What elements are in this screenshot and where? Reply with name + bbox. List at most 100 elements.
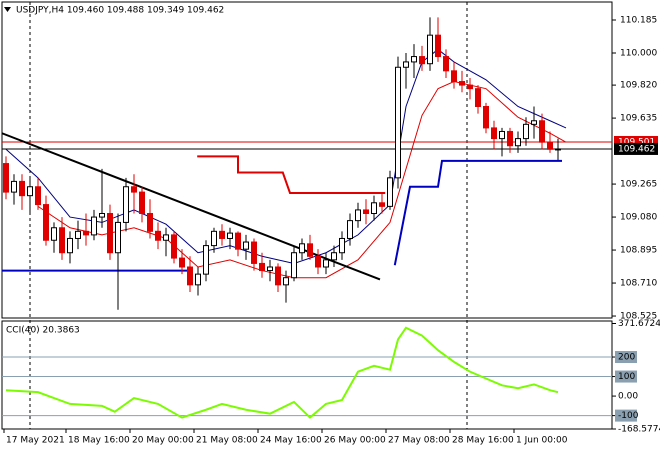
x-tick-label: 20 May 00:00 [132, 436, 194, 446]
candle-body [107, 212, 113, 254]
candle-body [299, 243, 305, 254]
candle-body [451, 70, 457, 83]
y-tick-label: -168.5774 [618, 425, 660, 435]
candle-body [211, 230, 217, 247]
overlay-line [1, 132, 381, 281]
candle-body [555, 148, 561, 151]
candle-body [123, 186, 129, 223]
level-box [615, 351, 637, 364]
y-tick-label: 100 [618, 372, 635, 382]
x-tick-label: 24 May 16:00 [260, 436, 322, 446]
candle-body [387, 177, 393, 207]
x-tick-label: 27 May 08:00 [388, 436, 450, 446]
candle-body [35, 186, 41, 206]
overlay-line [197, 155, 386, 194]
candle-body [43, 204, 49, 241]
candle-body [363, 209, 369, 214]
y-tick-label: 108.710 [620, 279, 657, 289]
x-tick-label: 28 May 16:00 [452, 436, 514, 446]
candle-body [323, 259, 329, 268]
overlay-line [393, 159, 562, 266]
x-tick-label: 1 Jun 00:00 [516, 436, 568, 446]
candle-body [115, 221, 121, 254]
candle-body [307, 243, 313, 257]
candle-body [75, 230, 81, 239]
candle-body [291, 252, 297, 279]
candle-body [99, 212, 105, 218]
candle-body [147, 212, 153, 232]
candle-body [443, 56, 449, 72]
candle-body [187, 266, 193, 286]
candle-body [379, 202, 385, 207]
y-tick-label: 0.00 [618, 392, 638, 402]
indicator-title: CCI(40) 20.3863 [6, 326, 80, 336]
chart-title: USDJPY,H4 109.460 109.488 109.349 109.46… [16, 6, 224, 16]
candle-body [243, 241, 249, 250]
candle-body [283, 277, 289, 286]
title-arrow [4, 7, 11, 12]
candle-body [427, 34, 433, 65]
candle-body [267, 266, 273, 272]
candle-body [411, 56, 417, 63]
cci-frame [1, 320, 613, 430]
candle-body [179, 257, 185, 268]
candle-body [83, 230, 89, 236]
candle-body [395, 66, 401, 179]
overlay-line [37, 81, 567, 279]
candle-body [331, 252, 337, 261]
candle-body [499, 130, 505, 140]
y-tick-label: 108.525 [620, 312, 657, 322]
candle-body [547, 141, 553, 150]
candle-body [91, 216, 97, 236]
candle-body [459, 81, 465, 86]
y-tick-label: 110.185 [620, 16, 657, 26]
x-tick-label: 26 May 00:00 [324, 436, 386, 446]
y-tick-label: -100 [618, 411, 639, 421]
candle-body [507, 130, 513, 147]
candle-body [219, 230, 225, 239]
candle-body [11, 180, 17, 193]
candle-body [155, 230, 161, 241]
candle-body [51, 227, 57, 241]
price-box [614, 142, 658, 155]
candle-body [475, 88, 481, 108]
candle-body [227, 232, 233, 239]
candle-body [27, 186, 33, 197]
candle-body [171, 234, 177, 259]
candle-body [483, 106, 489, 129]
candle-body [467, 84, 473, 90]
price-box-label: 109.462 [618, 144, 655, 154]
candle-body [195, 273, 201, 286]
x-tick-label: 21 May 08:00 [196, 436, 258, 446]
candle-body [539, 120, 545, 143]
candle-body [235, 232, 241, 250]
candle-body [531, 120, 537, 125]
y-tick-label: 109.635 [620, 114, 657, 124]
y-tick-label: 110.000 [620, 49, 657, 59]
candle-body [139, 191, 145, 214]
y-tick-label: 108.895 [620, 246, 657, 256]
price-box-label: 109.501 [618, 137, 655, 147]
cci-line [5, 326, 559, 419]
candle-body [251, 241, 257, 264]
candle-body [347, 220, 353, 239]
candle-body [203, 245, 209, 275]
candle-body [403, 61, 409, 68]
candle-body [523, 123, 529, 140]
level-box [615, 409, 637, 422]
candle-body [355, 209, 361, 222]
candle-body [163, 234, 169, 241]
y-tick-label: 109.080 [620, 213, 657, 223]
candle-body [275, 266, 281, 286]
candle-body [67, 237, 73, 254]
y-tick-label: 109.820 [620, 81, 657, 91]
candle-body [515, 138, 521, 147]
candle-body [315, 255, 321, 268]
y-tick-label: 200 [618, 353, 635, 363]
x-tick-label: 17 May 2021 [6, 436, 65, 446]
candle-body [491, 127, 497, 140]
candle-body [19, 180, 25, 197]
candle-body [59, 227, 65, 254]
